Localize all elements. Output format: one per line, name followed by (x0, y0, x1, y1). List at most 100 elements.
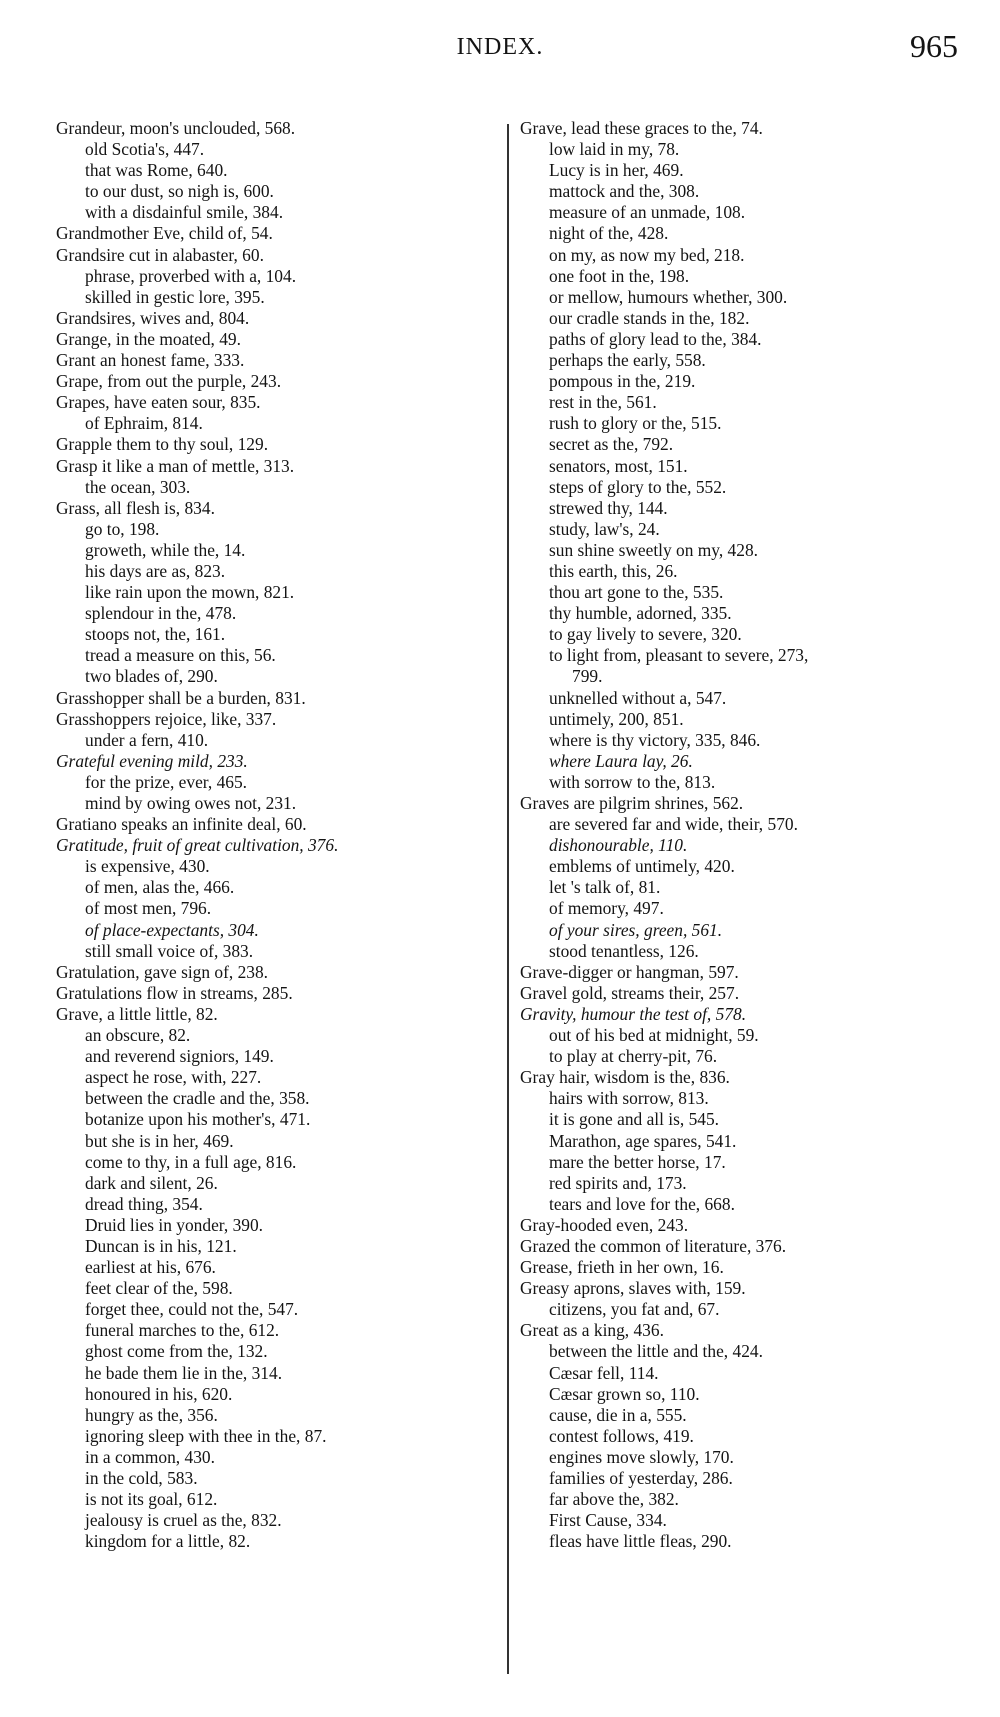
index-subentry: with a disdainful smile, 384. (85, 202, 284, 223)
index-subentry: Cæsar grown so, 110. (549, 1383, 700, 1404)
index-subentry: to gay lively to severe, 320. (549, 624, 742, 645)
index-subentry: with sorrow to the, 813. (549, 771, 716, 792)
index-subentry: come to thy, in a full age, 816. (85, 1151, 297, 1172)
index-entry: Grant an honest fame, 333. (56, 350, 245, 371)
index-subentry: study, law's, 24. (549, 518, 660, 539)
index-subentry: secret as the, 792. (549, 434, 674, 455)
index-subentry: let 's talk of, 81. (549, 877, 661, 898)
index-subentry: perhaps the early, 558. (549, 350, 706, 371)
index-subentry: honoured in his, 620. (85, 1383, 233, 1404)
index-entry: Great as a king, 436. (520, 1320, 664, 1341)
index-subentry: First Cause, 334. (549, 1510, 667, 1531)
index-entry: Grandsire cut in alabaster, 60. (56, 244, 264, 265)
index-subentry: phrase, proverbed with a, 104. (85, 265, 297, 286)
index-subentry: of your sires, green, 561. (549, 919, 723, 940)
index-subentry: hungry as the, 356. (85, 1404, 218, 1425)
index-subentry: the ocean, 303. (85, 476, 191, 497)
index-subentry: 799. (572, 666, 603, 687)
index-entry: Gratulations flow in streams, 285. (56, 982, 293, 1003)
index-subentry: for the prize, ever, 465. (85, 771, 248, 792)
index-subentry: Duncan is in his, 121. (85, 1235, 237, 1256)
index-subentry: sun shine sweetly on my, 428. (549, 539, 758, 560)
index-entry: Grasshoppers rejoice, like, 337. (56, 708, 277, 729)
index-subentry: contest follows, 419. (549, 1425, 694, 1446)
index-subentry: it is gone and all is, 545. (549, 1109, 720, 1130)
index-subentry: is not its goal, 612. (85, 1489, 218, 1510)
running-title: INDEX. (456, 34, 544, 60)
index-subentry: jealousy is cruel as the, 832. (85, 1510, 282, 1531)
index-subentry: untimely, 200, 851. (549, 708, 684, 729)
index-subentry: in the cold, 583. (85, 1468, 198, 1488)
index-subentry: this earth, this, 26. (549, 560, 678, 581)
index-subentry: or mellow, humours whether, 300. (549, 286, 788, 307)
index-entry: Grange, in the moated, 49. (56, 328, 241, 349)
index-subentry: where Laura lay, 26. (549, 750, 693, 771)
index-subentry: between the little and the, 424. (549, 1341, 763, 1362)
index-subentry: ghost come from the, 132. (85, 1341, 268, 1362)
index-subentry: mattock and the, 308. (549, 181, 700, 202)
index-subentry: steps of glory to the, 552. (549, 476, 727, 497)
index-subentry: Marathon, age spares, 541. (549, 1130, 737, 1151)
index-subentry: is expensive, 430. (85, 856, 210, 877)
index-subentry: rest in the, 561. (549, 392, 657, 413)
index-subentry: old Scotia's, 447. (85, 139, 205, 160)
index-subentry: engines move slowly, 170. (549, 1446, 734, 1467)
index-subentry: red spirits and, 173. (549, 1172, 687, 1193)
index-entry: Grass, all flesh is, 834. (56, 497, 215, 518)
index-subentry: citizens, you fat and, 67. (549, 1299, 720, 1320)
index-column-left: Grandeur, moon's unclouded, 568. old Scot… (56, 118, 496, 1552)
index-subentry: one foot in the, 198. (549, 265, 690, 286)
index-subentry: feet clear of the, 598. (85, 1278, 233, 1299)
index-subentry: on my, as now my bed, 218. (549, 244, 745, 265)
index-entry: Grasshopper shall be a burden, 831. (56, 687, 306, 708)
index-entry: Gray hair, wisdom is the, 836. (520, 1067, 730, 1088)
index-subentry: of men, alas the, 466. (85, 877, 235, 898)
index-subentry: measure of an unmade, 108. (549, 202, 746, 223)
index-subentry: like rain upon the mown, 821. (85, 582, 295, 603)
index-subentry: dark and silent, 26. (85, 1172, 218, 1193)
index-subentry: fleas have little fleas, 290. (549, 1531, 732, 1552)
index-entry: Grandeur, moon's unclouded, 568. (56, 118, 296, 138)
index-entry: Gravel gold, streams their, 257. (520, 982, 740, 1003)
index-entry: Grease, frieth in her own, 16. (520, 1257, 724, 1278)
index-subentry: to play at cherry-pit, 76. (549, 1046, 718, 1067)
index-subentry: of most men, 796. (85, 898, 212, 919)
index-subentry: cause, die in a, 555. (549, 1404, 687, 1425)
index-subentry: families of yesterday, 286. (549, 1468, 733, 1488)
index-subentry: between the cradle and the, 358. (85, 1088, 310, 1109)
index-subentry: his days are as, 823. (85, 560, 226, 581)
index-subentry: groweth, while the, 14. (85, 539, 246, 560)
index-subentry: low laid in my, 78. (549, 139, 680, 160)
index-subentry: ignoring sleep with thee in the, 87. (85, 1425, 327, 1446)
index-subentry: pompous in the, 219. (549, 371, 696, 392)
index-subentry: botanize upon his mother's, 471. (85, 1109, 311, 1130)
index-subentry: go to, 198. (85, 518, 160, 539)
index-entry: Grave, a little little, 82. (56, 1003, 218, 1024)
index-entry: Greasy aprons, slaves with, 159. (520, 1278, 746, 1299)
index-subentry: splendour in the, 478. (85, 603, 237, 624)
index-entry: Grateful evening mild, 233. (56, 750, 248, 771)
index-entry: Grasp it like a man of mettle, 313. (56, 455, 295, 476)
index-subentry: rush to glory or the, 515. (549, 413, 722, 434)
index-subentry: and reverend signiors, 149. (85, 1046, 274, 1067)
index-subentry: funeral marches to the, 612. (85, 1320, 280, 1341)
index-subentry: of Ephraim, 814. (85, 413, 203, 434)
index-subentry: Druid lies in yonder, 390. (85, 1214, 264, 1235)
index-subentry: two blades of, 290. (85, 666, 218, 687)
index-entry: Gravity, humour the test of, 578. (520, 1003, 747, 1024)
index-entry: Grave-digger or hangman, 597. (520, 961, 739, 982)
index-subentry: forget thee, could not the, 547. (85, 1299, 299, 1320)
index-subentry: thy humble, adorned, 335. (549, 603, 732, 624)
index-entry: Grandsires, wives and, 804. (56, 307, 250, 328)
index-subentry: he bade them lie in the, 314. (85, 1362, 283, 1383)
index-entry: Grapes, have eaten sour, 835. (56, 392, 261, 413)
index-subentry: mind by owing owes not, 231. (85, 793, 297, 813)
index-subentry: but she is in her, 469. (85, 1130, 234, 1151)
index-subentry: paths of glory lead to the, 384. (549, 328, 762, 349)
index-subentry: mare the better horse, 17. (549, 1151, 726, 1172)
index-subentry: that was Rome, 640. (85, 160, 228, 181)
index-subentry: kingdom for a little, 82. (85, 1531, 251, 1552)
index-entry: Grave, lead these graces to the, 74. (520, 118, 763, 138)
index-subentry: senators, most, 151. (549, 455, 688, 476)
index-entry: Grape, from out the purple, 243. (56, 371, 282, 392)
